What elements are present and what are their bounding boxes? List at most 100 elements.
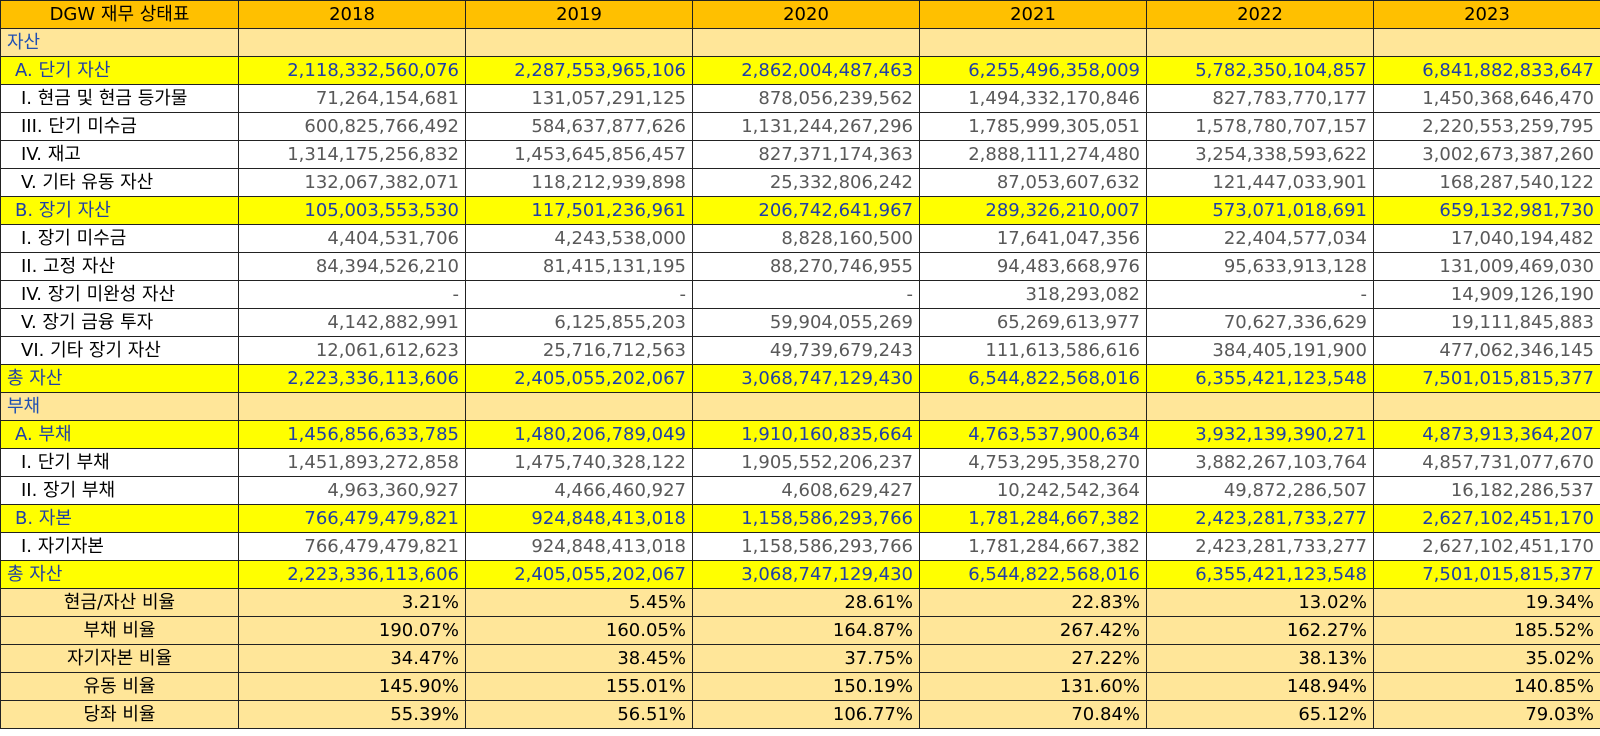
value-cell[interactable]: -	[1146, 280, 1374, 309]
value-cell[interactable]: 2,405,055,202,067	[465, 560, 693, 589]
value-cell[interactable]: 766,479,479,821	[238, 532, 466, 561]
value-cell[interactable]: 4,243,538,000	[465, 224, 693, 253]
value-cell[interactable]: 95,633,913,128	[1146, 252, 1374, 281]
value-cell[interactable]: 3,882,267,103,764	[1146, 448, 1374, 477]
row-label-cell[interactable]: V. 장기 금융 투자	[0, 308, 239, 337]
value-cell[interactable]: 160.05%	[465, 616, 693, 645]
value-cell[interactable]: 94,483,668,976	[919, 252, 1147, 281]
value-cell[interactable]: 7,501,015,815,377	[1373, 364, 1600, 393]
value-cell[interactable]	[238, 392, 466, 421]
value-cell[interactable]: 6,255,496,358,009	[919, 56, 1147, 85]
value-cell[interactable]: 2,627,102,451,170	[1373, 504, 1600, 533]
value-cell[interactable]: 3,932,139,390,271	[1146, 420, 1374, 449]
value-cell[interactable]: 1,475,740,328,122	[465, 448, 693, 477]
value-cell[interactable]: 118,212,939,898	[465, 168, 693, 197]
value-cell[interactable]: 4,763,537,900,634	[919, 420, 1147, 449]
value-cell[interactable]: 827,371,174,363	[692, 140, 920, 169]
value-cell[interactable]: 6,125,855,203	[465, 308, 693, 337]
value-cell[interactable]: 6,355,421,123,548	[1146, 364, 1374, 393]
value-cell[interactable]: 132,067,382,071	[238, 168, 466, 197]
row-label-cell[interactable]: IV. 장기 미완성 자산	[0, 280, 239, 309]
value-cell[interactable]: 3,068,747,129,430	[692, 560, 920, 589]
value-cell[interactable]: 1,450,368,646,470	[1373, 84, 1600, 113]
row-label-cell[interactable]: I. 단기 부채	[0, 448, 239, 477]
value-cell[interactable]: 56.51%	[465, 700, 693, 729]
value-cell[interactable]: 25,716,712,563	[465, 336, 693, 365]
row-label-cell[interactable]: I. 장기 미수금	[0, 224, 239, 253]
value-cell[interactable]	[465, 28, 693, 57]
year-header[interactable]: 2019	[465, 0, 693, 29]
value-cell[interactable]: 34.47%	[238, 644, 466, 673]
value-cell[interactable]: 88,270,746,955	[692, 252, 920, 281]
value-cell[interactable]: 1,451,893,272,858	[238, 448, 466, 477]
value-cell[interactable]	[919, 392, 1147, 421]
value-cell[interactable]: 16,182,286,537	[1373, 476, 1600, 505]
value-cell[interactable]: 766,479,479,821	[238, 504, 466, 533]
row-label-cell[interactable]: A. 단기 자산	[0, 56, 239, 85]
value-cell[interactable]: 131,009,469,030	[1373, 252, 1600, 281]
value-cell[interactable]: 65.12%	[1146, 700, 1374, 729]
value-cell[interactable]: 55.39%	[238, 700, 466, 729]
value-cell[interactable]: 2,862,004,487,463	[692, 56, 920, 85]
value-cell[interactable]: 13.02%	[1146, 588, 1374, 617]
value-cell[interactable]: 70,627,336,629	[1146, 308, 1374, 337]
value-cell[interactable]: 924,848,413,018	[465, 504, 693, 533]
value-cell[interactable]: 1,453,645,856,457	[465, 140, 693, 169]
value-cell[interactable]: 8,828,160,500	[692, 224, 920, 253]
value-cell[interactable]: 121,447,033,901	[1146, 168, 1374, 197]
value-cell[interactable]: 38.45%	[465, 644, 693, 673]
value-cell[interactable]: 19,111,845,883	[1373, 308, 1600, 337]
row-label-cell[interactable]: 총 자산	[0, 364, 239, 393]
value-cell[interactable]	[1373, 392, 1600, 421]
value-cell[interactable]: 38.13%	[1146, 644, 1374, 673]
value-cell[interactable]: 168,287,540,122	[1373, 168, 1600, 197]
year-header[interactable]: 2018	[238, 0, 466, 29]
value-cell[interactable]	[919, 28, 1147, 57]
row-label-cell[interactable]: 부채	[0, 392, 239, 421]
row-label-cell[interactable]: II. 장기 부채	[0, 476, 239, 505]
year-header[interactable]: 2021	[919, 0, 1147, 29]
value-cell[interactable]: 3,254,338,593,622	[1146, 140, 1374, 169]
value-cell[interactable]	[465, 392, 693, 421]
value-cell[interactable]: 1,131,244,267,296	[692, 112, 920, 141]
value-cell[interactable]: 318,293,082	[919, 280, 1147, 309]
row-label-cell[interactable]: I. 현금 및 현금 등가물	[0, 84, 239, 113]
value-cell[interactable]: -	[238, 280, 466, 309]
row-label-cell[interactable]: I. 자기자본	[0, 532, 239, 561]
value-cell[interactable]: 659,132,981,730	[1373, 196, 1600, 225]
value-cell[interactable]: 4,608,629,427	[692, 476, 920, 505]
value-cell[interactable]: 111,613,586,616	[919, 336, 1147, 365]
value-cell[interactable]: 4,963,360,927	[238, 476, 466, 505]
value-cell[interactable]: 49,739,679,243	[692, 336, 920, 365]
value-cell[interactable]: 6,544,822,568,016	[919, 560, 1147, 589]
value-cell[interactable]	[692, 392, 920, 421]
value-cell[interactable]: 267.42%	[919, 616, 1147, 645]
row-label-cell[interactable]: 부채 비율	[0, 616, 239, 645]
value-cell[interactable]: 148.94%	[1146, 672, 1374, 701]
value-cell[interactable]: 4,404,531,706	[238, 224, 466, 253]
value-cell[interactable]: 131.60%	[919, 672, 1147, 701]
value-cell[interactable]: 190.07%	[238, 616, 466, 645]
row-label-cell[interactable]: 자산	[0, 28, 239, 57]
value-cell[interactable]: 117,501,236,961	[465, 196, 693, 225]
value-cell[interactable]: 573,071,018,691	[1146, 196, 1374, 225]
value-cell[interactable]: 1,314,175,256,832	[238, 140, 466, 169]
value-cell[interactable]: 2,405,055,202,067	[465, 364, 693, 393]
sheet-title[interactable]: DGW 재무 상태표	[0, 0, 239, 29]
value-cell[interactable]: 2,220,553,259,795	[1373, 112, 1600, 141]
value-cell[interactable]: 106.77%	[692, 700, 920, 729]
year-header[interactable]: 2020	[692, 0, 920, 29]
value-cell[interactable]: 49,872,286,507	[1146, 476, 1374, 505]
value-cell[interactable]: 12,061,612,623	[238, 336, 466, 365]
value-cell[interactable]: 827,783,770,177	[1146, 84, 1374, 113]
value-cell[interactable]: 2,223,336,113,606	[238, 364, 466, 393]
value-cell[interactable]: 131,057,291,125	[465, 84, 693, 113]
value-cell[interactable]: 4,857,731,077,670	[1373, 448, 1600, 477]
value-cell[interactable]: 1,158,586,293,766	[692, 504, 920, 533]
row-label-cell[interactable]: 유동 비율	[0, 672, 239, 701]
value-cell[interactable]: 70.84%	[919, 700, 1147, 729]
value-cell[interactable]: 71,264,154,681	[238, 84, 466, 113]
value-cell[interactable]: 2,888,111,274,480	[919, 140, 1147, 169]
value-cell[interactable]: 17,641,047,356	[919, 224, 1147, 253]
value-cell[interactable]: 1,781,284,667,382	[919, 532, 1147, 561]
